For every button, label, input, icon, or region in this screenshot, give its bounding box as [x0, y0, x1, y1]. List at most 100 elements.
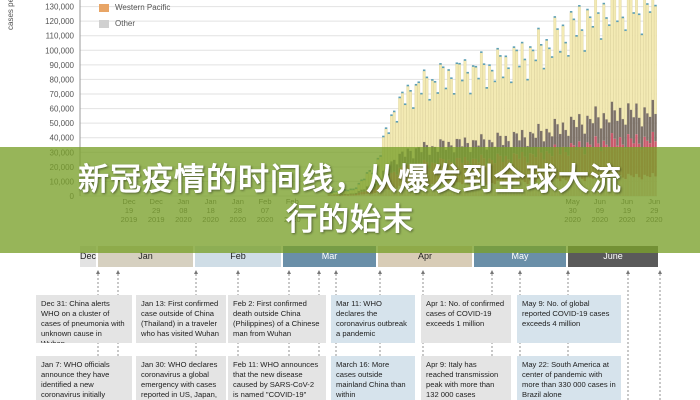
bar-cap: [387, 132, 391, 134]
bar-cap: [537, 27, 540, 30]
bar-segment: [539, 130, 543, 153]
bar-segment: [547, 48, 551, 133]
y-tick-label: 60,000: [50, 105, 75, 114]
bar-cap: [477, 77, 480, 80]
event-box: May 22: South America at center of pande…: [517, 356, 621, 400]
bar-segment: [635, 103, 638, 135]
bar-cap: [588, 16, 592, 19]
bar-cap: [455, 62, 459, 65]
bar-segment: [580, 124, 584, 149]
bar-segment: [501, 78, 505, 146]
bar-cap: [548, 47, 551, 50]
bar-cap: [597, 12, 600, 14]
bar-segment: [406, 86, 410, 149]
bar-segment: [646, 113, 649, 141]
bar-cap: [559, 51, 562, 53]
y-tick-label: 90,000: [50, 61, 75, 70]
bar-cap: [398, 96, 401, 99]
bar-cap: [409, 90, 412, 92]
y-tick-label: 50,000: [50, 119, 75, 128]
bar-cap: [616, 20, 619, 23]
bar-segment: [520, 43, 524, 131]
bar-segment: [572, 119, 576, 146]
bar-cap: [556, 28, 559, 30]
bar-segment: [526, 80, 529, 147]
bar-segment: [594, 0, 598, 107]
bar-segment: [578, 114, 581, 142]
bar-segment: [577, 6, 581, 115]
bar-segment: [564, 129, 567, 152]
bar-cap: [414, 83, 418, 86]
bar-cap: [646, 3, 649, 5]
bar-segment: [425, 78, 429, 146]
bar-cap: [444, 87, 448, 90]
bar-segment: [439, 64, 442, 140]
bar-segment: [463, 60, 467, 138]
bar-segment: [422, 70, 426, 143]
bar-cap: [529, 46, 532, 48]
bar-segment: [466, 73, 470, 144]
bar-segment: [648, 116, 652, 144]
bar-segment: [553, 17, 557, 119]
bar-cap: [632, 12, 635, 14]
bar-segment: [490, 71, 494, 143]
bar-cap: [425, 76, 429, 79]
legend-item-western-pacific: Western Pacific: [95, 0, 170, 16]
event-box: Apr 9: Italy has reached transmission pe…: [421, 356, 511, 400]
bar-segment: [512, 47, 516, 133]
legend-swatch-western-pacific: [99, 4, 109, 12]
bar-segment: [561, 25, 565, 123]
bar-cap: [496, 47, 499, 50]
bar-cap: [401, 91, 404, 94]
chart-legend: Western Pacific Other: [95, 0, 170, 32]
y-tick-label: 40,000: [50, 134, 75, 143]
bar-segment: [651, 0, 655, 101]
event-box: Mar 11: WHO declares the coronavirus out…: [331, 295, 415, 343]
title-banner: 新冠疫情的时间线，从爆发到全球大流 行的始末: [0, 147, 700, 253]
bar-segment: [539, 45, 543, 132]
bar-segment: [586, 10, 589, 116]
bar-segment: [548, 132, 551, 154]
y-tick-label: 130,000: [45, 3, 74, 12]
bar-segment: [648, 12, 652, 117]
bar-cap: [452, 93, 456, 95]
bar-segment: [613, 110, 616, 139]
bar-segment: [654, 6, 657, 115]
bar-segment: [550, 57, 554, 137]
bar-segment: [420, 94, 423, 153]
bar-segment: [414, 85, 418, 149]
bar-cap: [542, 67, 546, 70]
bar-segment: [608, 122, 611, 147]
bar-cap: [621, 16, 625, 19]
bar-segment: [496, 49, 500, 133]
bar-cap: [501, 76, 505, 79]
bar-cap: [637, 13, 641, 16]
bar-cap: [406, 84, 410, 87]
bar-segment: [597, 117, 600, 144]
bar-segment: [610, 0, 614, 102]
bar-segment: [433, 82, 437, 148]
banner-title-line1: 新冠疫情的时间线，从爆发到全球大流: [78, 162, 622, 198]
bar-segment: [482, 64, 486, 140]
bar-segment: [553, 118, 557, 145]
bar-cap: [572, 18, 576, 21]
bar-cap: [461, 79, 464, 82]
bar-cap: [567, 55, 570, 57]
bar-cap: [420, 92, 423, 95]
bar-cap: [458, 62, 461, 65]
bar-segment: [479, 52, 483, 135]
bar-segment: [635, 0, 638, 104]
bar-cap: [507, 67, 510, 70]
bar-segment: [515, 51, 519, 134]
bar-segment: [567, 135, 570, 156]
bar-cap: [469, 92, 472, 95]
bar-segment: [528, 47, 532, 132]
bar-segment: [645, 4, 649, 114]
bar-cap: [591, 25, 595, 28]
bar-segment: [575, 36, 578, 128]
bar-segment: [580, 30, 584, 125]
bar-segment: [531, 133, 535, 155]
bar-segment: [450, 78, 453, 146]
bar-cap: [485, 87, 489, 89]
bar-cap: [439, 63, 442, 65]
